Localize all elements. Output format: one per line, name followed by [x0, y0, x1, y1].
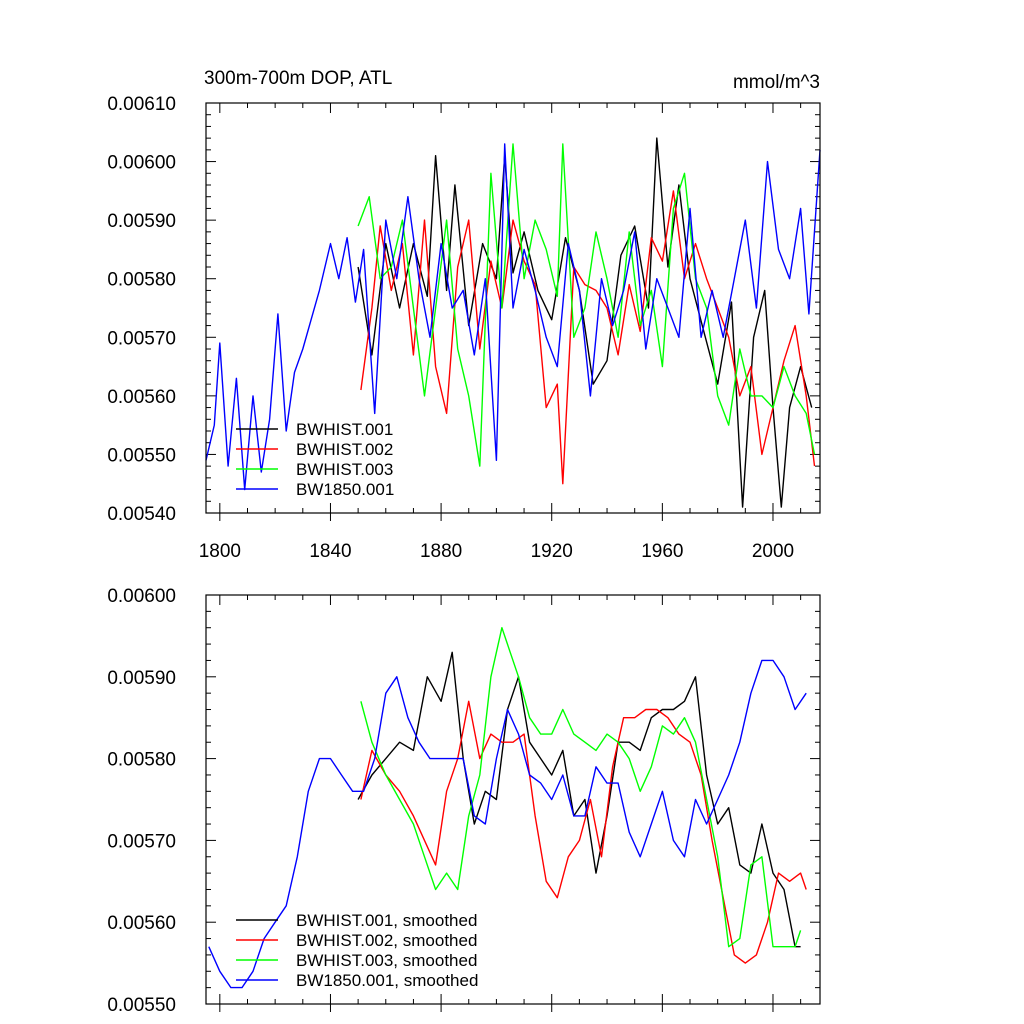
y-tick-label: 0.00580 [107, 750, 176, 771]
units-label: mmol/m^3 [733, 72, 820, 93]
legend-label: BWHIST.002, smoothed [296, 931, 477, 950]
series-line [205, 143, 821, 491]
series-line [357, 651, 801, 948]
y-tick-label: 0.00610 [107, 94, 176, 115]
x-tick-label: 1840 [309, 541, 351, 562]
y-tick-label: 0.00570 [107, 831, 176, 852]
legend-label: BWHIST.003 [296, 460, 393, 479]
y-tick-label: 0.00560 [107, 913, 176, 934]
y-tick-label: 0.00550 [107, 995, 176, 1016]
bottom-chart-series-lines [208, 627, 807, 989]
series-line [208, 659, 807, 989]
series-line [360, 190, 816, 485]
bottom-chart-ticks [206, 594, 820, 1012]
legend-label: BW1850.001 [296, 480, 394, 499]
legend-label: BW1850.001, smoothed [296, 971, 478, 990]
legend-label: BWHIST.001, smoothed [296, 911, 477, 930]
series-line [357, 137, 813, 508]
legend-label: BWHIST.003, smoothed [296, 951, 477, 970]
x-tick-label: 1800 [199, 541, 241, 562]
legend-label: BWHIST.002 [296, 440, 393, 459]
y-tick-label: 0.00590 [107, 211, 176, 232]
x-tick-label: 2000 [752, 541, 794, 562]
x-tick-label: 1880 [420, 541, 462, 562]
top-chart-panel: 300m-700m DOP, ATL mmol/m^3 0.005400.005… [107, 68, 821, 562]
y-tick-label: 0.00600 [107, 586, 176, 607]
top-chart-y-tick-labels: 0.00540 0.00550 0.00560 0.00570 0.00580 0.005… [107, 94, 176, 525]
y-tick-label: 0.00550 [107, 445, 176, 466]
legend-label: BWHIST.001 [296, 420, 393, 439]
series-line [360, 700, 807, 964]
bottom-chart-y-tick-labels: 0.00550 0.00560 0.00570 0.00580 0.00590 0.006… [107, 586, 176, 1016]
y-tick-label: 0.00540 [107, 504, 176, 525]
top-chart-frame [205, 102, 821, 514]
chart-title: 300m-700m DOP, ATL [204, 68, 392, 89]
bottom-chart-panel: 0.00550 0.00560 0.00570 0.00580 0.00590 0.006… [107, 586, 821, 1016]
series-line [357, 143, 816, 467]
y-tick-label: 0.00570 [107, 328, 176, 349]
series-line [360, 627, 802, 948]
top-chart-x-tick-labels: 1800 1840 1880 1920 1960 2000 [199, 541, 794, 562]
x-tick-label: 1920 [531, 541, 573, 562]
y-tick-label: 0.00560 [107, 387, 176, 408]
y-tick-label: 0.00600 [107, 153, 176, 174]
top-chart-series-lines [205, 137, 821, 508]
y-tick-label: 0.00580 [107, 270, 176, 291]
bottom-chart-frame [205, 594, 821, 1005]
x-tick-label: 1960 [641, 541, 683, 562]
y-tick-label: 0.00590 [107, 668, 176, 689]
